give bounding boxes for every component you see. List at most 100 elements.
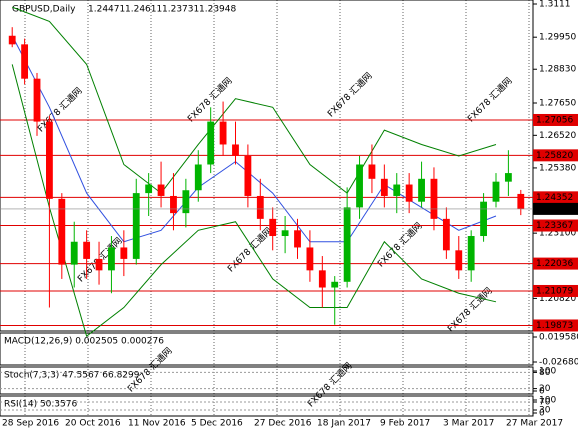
level-label: 1.25820 xyxy=(536,151,573,161)
candle-body xyxy=(256,195,264,219)
y-tick-label: 1.3111 xyxy=(539,0,571,10)
candle-body xyxy=(504,173,512,182)
candle-body xyxy=(467,236,475,271)
level-label: 1.24352 xyxy=(536,193,573,203)
panel-title: Stoch(7,3,3) 47.5567 66.8299 xyxy=(4,371,140,381)
candle-body xyxy=(356,164,363,208)
candle-body xyxy=(393,184,401,196)
candle-body xyxy=(405,184,413,202)
stoch-panel xyxy=(0,366,534,395)
level-label: 1.22036 xyxy=(536,259,573,269)
level-tag xyxy=(533,284,578,297)
candle-body xyxy=(442,218,450,251)
candle-body xyxy=(318,270,326,288)
candle-body xyxy=(281,230,289,237)
candle-body xyxy=(182,190,190,214)
candle-body xyxy=(145,184,153,194)
candle-body xyxy=(380,178,388,196)
y-tick-label: 1.25380 xyxy=(539,163,576,173)
level-label: 1.19873 xyxy=(536,321,573,331)
candle-body xyxy=(219,121,227,145)
candle-body xyxy=(455,250,463,271)
candle-body xyxy=(517,193,525,209)
y-tick-label: -0.026804 xyxy=(539,358,578,368)
candle-body xyxy=(232,144,239,156)
candle-body xyxy=(207,121,215,165)
candle-body xyxy=(480,201,487,237)
y-tick-label: 100 xyxy=(539,367,556,377)
header-value: 1.24471 xyxy=(88,5,125,15)
y-tick-label: 70 xyxy=(539,398,551,408)
y-tick-label: 0 xyxy=(539,387,545,397)
y-tick-label: 1.23100 xyxy=(539,229,576,239)
level-label: 1.23367 xyxy=(536,221,573,231)
price-tag xyxy=(533,202,578,215)
indicator-line xyxy=(11,35,497,243)
candle-body xyxy=(343,207,351,282)
panel-title: MACD(12,26,9) 0.002505 0.000276 xyxy=(4,337,164,347)
candle-body xyxy=(33,78,41,122)
candle-body xyxy=(70,241,78,265)
x-tick-label: 18 Jan 2017 xyxy=(317,419,371,429)
candle-body xyxy=(430,178,438,219)
candle-body xyxy=(58,198,66,265)
y-tick-label: 1.20820 xyxy=(539,294,576,304)
main-panel xyxy=(0,0,534,332)
y-tick-label: 1.26520 xyxy=(539,131,576,141)
y-tick-label: 30 xyxy=(539,406,551,416)
x-tick-label: 3 Mar 2017 xyxy=(443,419,494,429)
x-tick-label: 20 Oct 2016 xyxy=(65,419,121,429)
candle-body xyxy=(95,258,103,271)
level-tag xyxy=(533,219,578,232)
level-label: 1.27056 xyxy=(536,115,573,125)
level-tag xyxy=(533,191,578,204)
panel-title: RSI(14) 50.3576 xyxy=(4,400,77,410)
candle-body xyxy=(418,178,425,202)
candle-body xyxy=(244,155,252,196)
candle-body xyxy=(83,241,91,259)
x-tick-label: 27 Mar 2017 xyxy=(506,419,563,429)
indicator-line xyxy=(11,64,497,337)
candle-body xyxy=(306,247,314,271)
rsi-panel xyxy=(0,395,534,417)
indicator-line xyxy=(12,6,497,194)
candle-body xyxy=(108,247,115,271)
candle-body xyxy=(269,218,277,237)
level-label: 1.21079 xyxy=(536,286,573,296)
candle-body xyxy=(492,181,500,202)
y-tick-label: 0 xyxy=(539,409,545,419)
candle-body xyxy=(8,35,16,45)
candle-body xyxy=(331,281,339,288)
candle-body xyxy=(170,195,177,214)
level-tag xyxy=(533,257,578,270)
x-tick-label: 11 Nov 2016 xyxy=(128,419,186,429)
y-tick-label: 1.28830 xyxy=(539,65,576,75)
candle-body xyxy=(132,193,140,259)
x-tick-label: 27 Dec 2016 xyxy=(254,419,312,429)
y-tick-label: 100 xyxy=(539,396,556,406)
x-tick-label: 28 Sep 2016 xyxy=(2,419,59,429)
candle-body xyxy=(368,164,376,179)
x-tick-label: 5 Dec 2016 xyxy=(191,419,243,429)
candle-body xyxy=(120,247,128,259)
level-tag xyxy=(533,319,578,332)
y-tick-label: 1.27650 xyxy=(539,98,576,108)
y-tick-label: 1.29950 xyxy=(539,33,576,43)
candle-body xyxy=(21,44,29,79)
header-value: 1.23948 xyxy=(199,5,236,15)
header-value: 1.23731 xyxy=(162,5,199,15)
y-tick-label: 80 xyxy=(539,368,551,378)
candle-body xyxy=(46,121,53,199)
candle-body xyxy=(157,184,165,196)
chart-title: GBPUSD,Daily xyxy=(12,5,76,15)
candle-body xyxy=(194,164,202,191)
y-tick-label: 0.019580 xyxy=(539,333,578,343)
level-tag xyxy=(533,113,578,126)
level-tag xyxy=(533,149,578,162)
candle-body xyxy=(294,230,301,248)
macd-panel xyxy=(0,332,534,366)
price-label: 1.23948 xyxy=(536,204,573,214)
y-tick-label: 20 xyxy=(539,384,551,394)
header-value: 1.24611 xyxy=(125,5,162,15)
